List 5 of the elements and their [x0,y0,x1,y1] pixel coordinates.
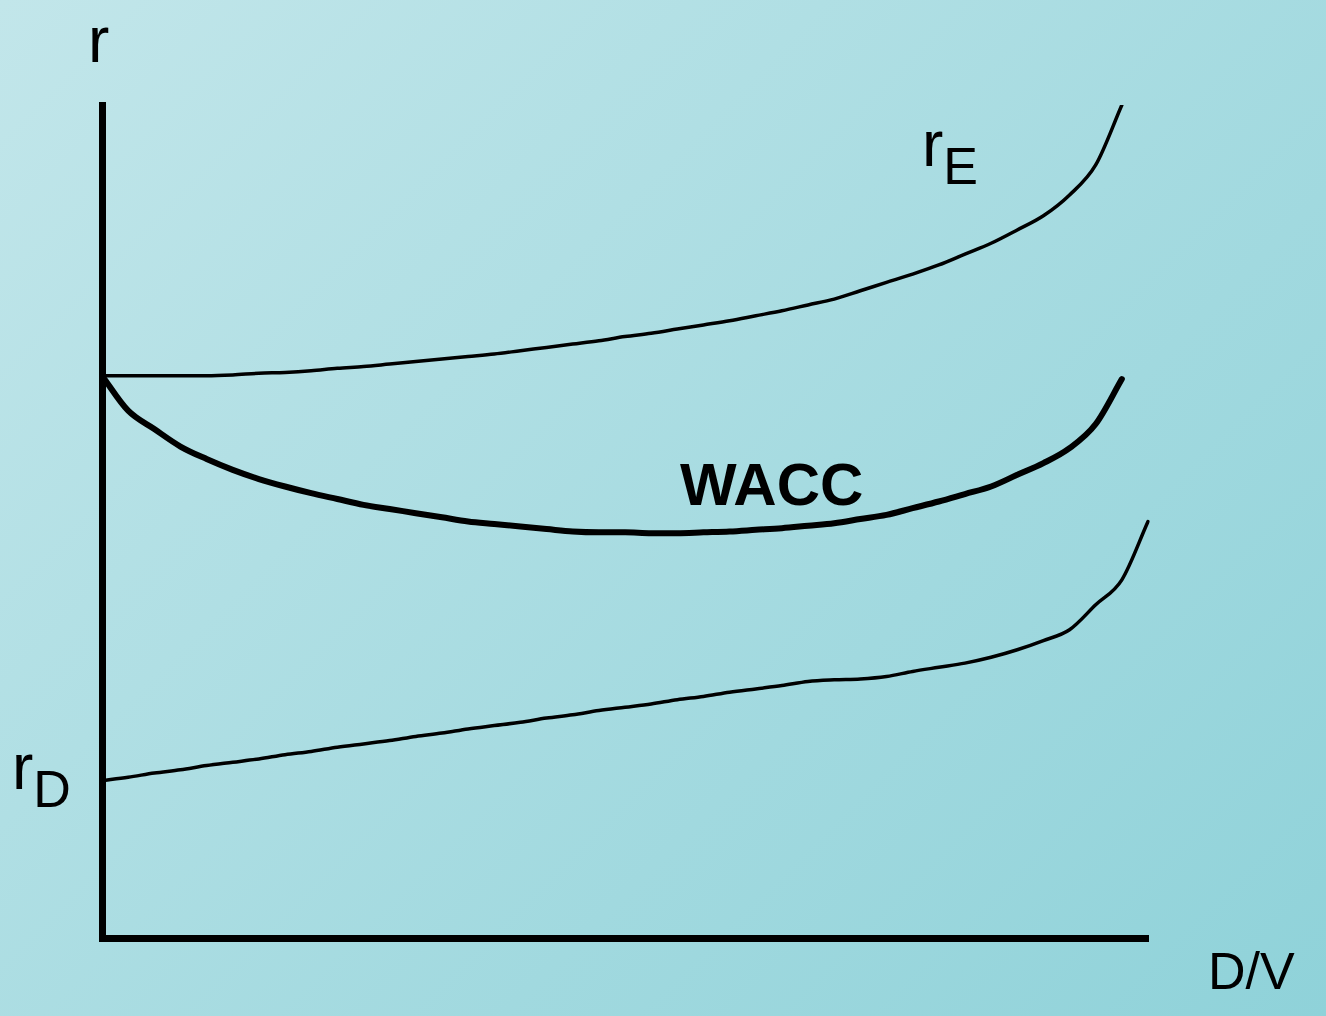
series-label: WACC [680,451,864,518]
series-label: r$_{E}$ [922,108,978,196]
x-axis-title: D/V [1208,942,1295,1000]
y-axis-title: r [88,4,110,76]
series-label: r$_{D}$ [12,731,71,819]
